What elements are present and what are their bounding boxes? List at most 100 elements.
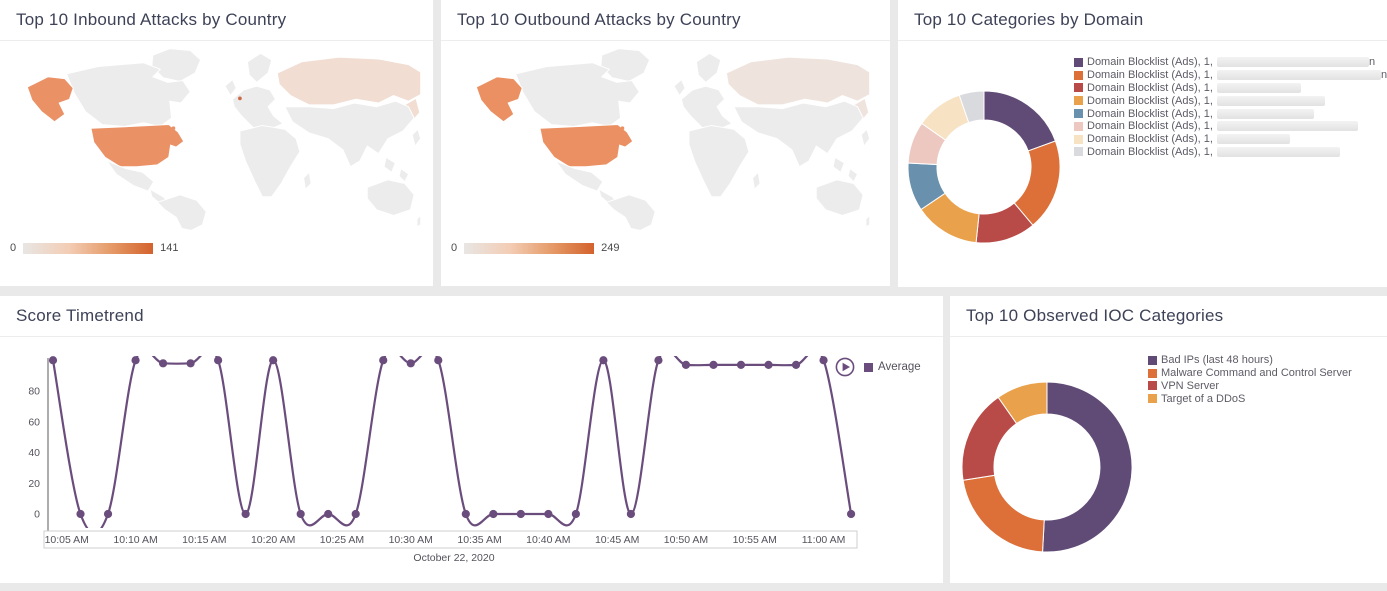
map-region-indonesia[interactable] — [398, 167, 410, 183]
data-point-9[interactable] — [296, 509, 305, 519]
map-region-russia[interactable] — [725, 56, 871, 106]
legend-item-3[interactable]: Target of a DDoS — [1148, 392, 1352, 405]
map-region-se-asia[interactable] — [832, 156, 845, 174]
legend-item-4[interactable]: Domain Blocklist (Ads), 1, — [1074, 107, 1387, 120]
data-point-0[interactable] — [48, 356, 58, 365]
data-point-11[interactable] — [351, 509, 360, 519]
data-point-21[interactable] — [626, 509, 636, 519]
data-point-14[interactable] — [434, 356, 443, 365]
map-region-alaska[interactable] — [475, 76, 523, 123]
map-region-south-america[interactable] — [605, 194, 656, 231]
map-region-alaska[interactable] — [26, 76, 74, 123]
series-label-average[interactable]: Average — [878, 361, 921, 373]
x-axis-tick-label: 10:40 AM — [526, 534, 570, 546]
data-point-16[interactable] — [489, 509, 498, 519]
data-point-22[interactable] — [654, 356, 663, 365]
legend-label: VPN Server — [1161, 379, 1220, 392]
panel-header: Top 10 Observed IOC Categories — [950, 296, 1387, 337]
map-region-new-zealand[interactable] — [865, 214, 871, 228]
legend-item-1[interactable]: Malware Command and Control Server — [1148, 367, 1352, 380]
map-region-canada[interactable] — [66, 62, 191, 127]
data-point-3[interactable] — [131, 356, 140, 365]
domain-donut-legend: Domain Blocklist (Ads), 1, n Domain Blockl… — [1074, 56, 1387, 158]
data-point-19[interactable] — [571, 509, 580, 519]
data-point-20[interactable] — [599, 356, 608, 365]
data-point-8[interactable] — [269, 356, 278, 365]
legend-item-2[interactable]: Domain Blocklist (Ads), 1, — [1074, 82, 1387, 95]
ioc-donut-chart[interactable] — [957, 377, 1137, 557]
donut-slice-7[interactable] — [958, 90, 985, 124]
map-region-madagascar[interactable] — [752, 171, 761, 191]
donut-slice-3[interactable] — [997, 381, 1048, 425]
donut-slice-0[interactable] — [1042, 381, 1133, 553]
data-point-7[interactable] — [241, 509, 250, 519]
data-point-12[interactable] — [379, 356, 388, 365]
map-region-asia[interactable] — [733, 100, 864, 168]
data-point-25[interactable] — [736, 360, 746, 369]
map-region-australia[interactable] — [815, 179, 864, 216]
donut-slice-0[interactable] — [983, 90, 1057, 152]
play-button[interactable] — [834, 356, 856, 378]
score-timetrend-chart[interactable]: 0 20 40 60 80 10:05 AM 10:10 AM 10:15 AM 10:20 A… — [14, 346, 874, 574]
data-point-1[interactable] — [76, 509, 85, 519]
map-region-europe[interactable] — [231, 85, 284, 130]
legend-label: Domain Blocklist (Ads), 1, — [1087, 145, 1213, 158]
map-region-scandinavia[interactable] — [695, 52, 722, 84]
map-region-united-kingdom[interactable] — [224, 78, 237, 97]
legend-item-0[interactable]: Domain Blocklist (Ads), 1, n — [1074, 56, 1387, 69]
map-region-scandinavia[interactable] — [246, 52, 273, 84]
map-region-usa[interactable] — [90, 124, 185, 168]
map-region-mexico[interactable] — [105, 160, 155, 192]
legend-item-7[interactable]: Domain Blocklist (Ads), 1, — [1074, 146, 1387, 159]
legend-item-6[interactable]: Domain Blocklist (Ads), 1, — [1074, 133, 1387, 146]
donut-slice-1[interactable] — [962, 474, 1045, 553]
redacted-domain — [1216, 70, 1381, 81]
data-point-17[interactable] — [516, 509, 525, 519]
domain-donut-chart[interactable] — [899, 82, 1069, 252]
data-point-4[interactable] — [158, 359, 168, 368]
map-region-mexico[interactable] — [554, 160, 604, 192]
data-point-26[interactable] — [764, 360, 773, 369]
panel-ioc-categories: Top 10 Observed IOC Categories Bad IPs (… — [950, 296, 1387, 583]
map-region-usa[interactable] — [539, 124, 634, 168]
y-axis-tick-label: 20 — [28, 478, 40, 490]
map-region-japan[interactable] — [411, 128, 422, 148]
map-region-united-kingdom[interactable] — [673, 78, 686, 97]
map-region-asia[interactable] — [284, 100, 415, 168]
map-region-australia[interactable] — [366, 179, 415, 216]
data-point-24[interactable] — [709, 360, 718, 369]
data-point-2[interactable] — [103, 509, 113, 519]
data-point-29[interactable] — [846, 509, 856, 519]
data-point-10[interactable] — [324, 509, 333, 519]
map-region-europe[interactable] — [680, 85, 733, 130]
map-region-japan[interactable] — [860, 128, 871, 148]
map-region-madagascar[interactable] — [303, 171, 312, 191]
legend-item-2[interactable]: VPN Server — [1148, 380, 1352, 393]
map-region-new-zealand[interactable] — [416, 214, 422, 228]
y-axis-tick-label: 0 — [34, 509, 40, 521]
map-region-se-asia[interactable] — [383, 156, 396, 174]
legend-item-0[interactable]: Bad IPs (last 48 hours) — [1148, 354, 1352, 367]
data-point-18[interactable] — [544, 509, 553, 519]
map-region-africa[interactable] — [239, 125, 301, 198]
data-point-6[interactable] — [214, 356, 223, 365]
data-point-28[interactable] — [819, 356, 828, 365]
legend-item-3[interactable]: Domain Blocklist (Ads), 1, — [1074, 94, 1387, 107]
panel-header: Score Timetrend — [0, 296, 943, 337]
legend-item-1[interactable]: Domain Blocklist (Ads), 1, n — [1074, 69, 1387, 82]
world-map-outbound[interactable] — [441, 44, 890, 236]
legend-item-5[interactable]: Domain Blocklist (Ads), 1, — [1074, 120, 1387, 133]
map-region-greenland[interactable] — [151, 48, 202, 82]
data-point-15[interactable] — [461, 509, 470, 519]
data-point-27[interactable] — [791, 360, 801, 369]
data-point-5[interactable] — [186, 359, 195, 368]
map-region-africa[interactable] — [688, 125, 750, 198]
map-region-indonesia[interactable] — [847, 167, 859, 183]
map-region-greenland[interactable] — [600, 48, 651, 82]
map-region-south-america[interactable] — [156, 194, 207, 231]
map-region-russia[interactable] — [276, 56, 422, 106]
data-point-23[interactable] — [681, 360, 691, 369]
world-map-inbound[interactable] — [0, 44, 433, 236]
data-point-13[interactable] — [406, 359, 415, 368]
map-region-canada[interactable] — [515, 62, 640, 127]
